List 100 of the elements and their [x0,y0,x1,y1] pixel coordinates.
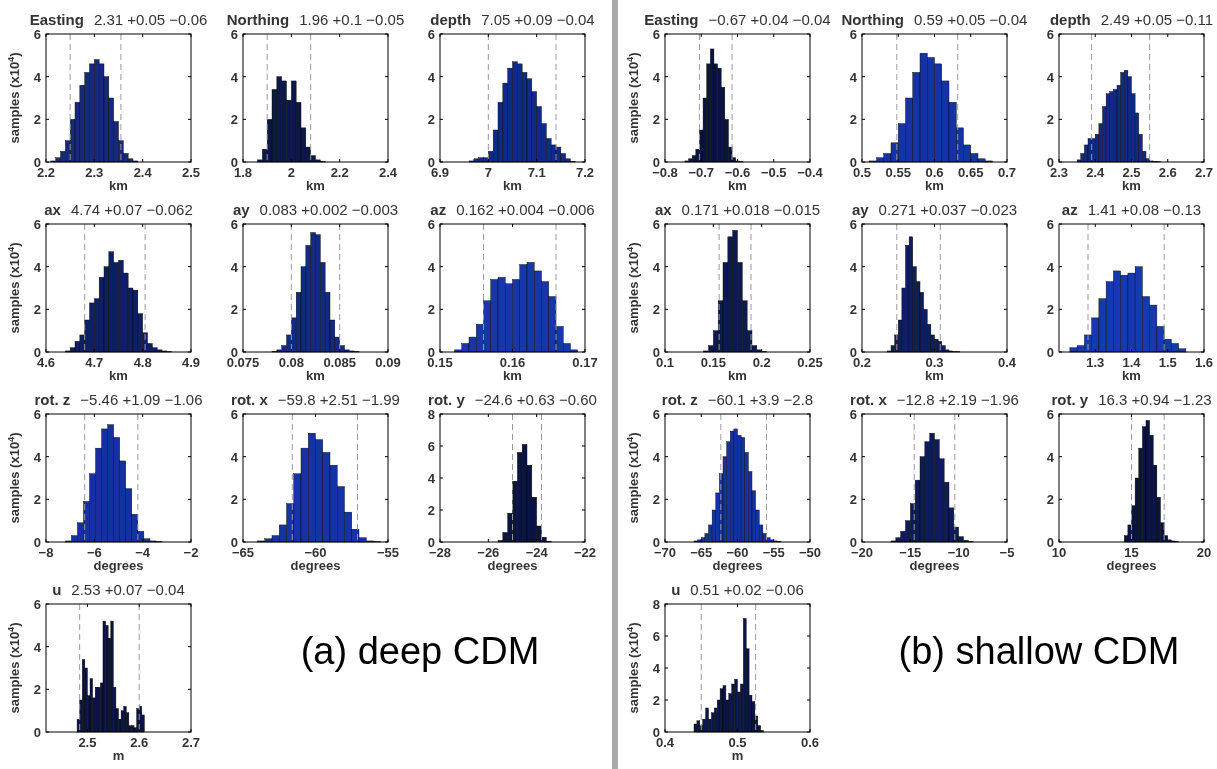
y-tick-label: 2 [230,112,238,128]
x-tick-label: 2 [287,165,295,180]
y-tick-label: 6 [1046,27,1054,42]
y-tick-label: 4 [230,449,239,465]
chart-subtitle: 0.59 +0.05 −0.04 [914,11,1028,28]
y-tick-label: 6 [652,27,660,42]
x-tick-label: 0.08 [278,355,304,370]
y-tick-label: 2 [1046,302,1054,318]
chart-title: u [671,581,681,598]
x-tick-label: 2.6 [130,735,149,750]
y-tick-label: 4 [1046,69,1055,85]
y-tick-label: 2 [1046,492,1054,508]
x-tick-label: 1.5 [1158,355,1177,370]
x-tick-label: 0.3 [925,355,944,370]
chart-title: ax [44,201,62,218]
x-tick-label: −0.4 [797,165,824,180]
y-tick-label: 4 [230,69,239,85]
y-tick-label: 4 [230,259,239,275]
x-axis-title: km [503,368,522,383]
y-tick-label: 2 [849,112,857,128]
x-tick-label: 2.7 [181,735,201,750]
y-tick-label: 4 [33,639,42,655]
chart-subtitle: −0.67 +0.04 −0.04 [708,11,831,28]
x-tick-label: 2.4 [1086,165,1106,180]
y-tick-label: 6 [33,597,41,612]
y-tick-label: 4 [33,259,42,275]
y-tick-label: 6 [849,27,857,42]
y-tick-label: 2 [652,693,660,708]
x-tick-label: 2.5 [1122,165,1141,180]
x-tick-label: 20 [1196,545,1212,560]
chart-subtitle: −5.46 +1.09 −1.06 [80,391,203,408]
x-tick-label: −0.5 [760,165,787,180]
chart-title: Easting [644,11,699,28]
chart-subtitle: 0.51 +0.02 −0.06 [690,581,804,598]
x-tick-label: 15 [1124,545,1139,560]
x-tick-label: 0.6 [800,735,820,750]
x-tick-label: 4.8 [133,355,152,370]
x-tick-label: 0.15 [700,355,726,370]
chart-title: rot. y [428,391,466,408]
x-tick-label: 1.6 [1194,355,1214,370]
x-tick-label: −60 [304,545,327,560]
y-tick-label: 0 [33,725,41,740]
chart-subtitle: 16.3 +0.94 −1.23 [1098,391,1212,408]
x-tick-label: 0.085 [323,355,356,370]
y-tick-label: 4 [1046,449,1055,465]
x-axis-title: km [1122,178,1141,193]
y-tick-label: 0 [33,535,41,550]
x-tick-label: −24 [525,545,549,560]
chart-title: rot. y [1051,391,1089,408]
chart-subtitle: 2.31 +0.05 −0.06 [93,11,208,28]
x-tick-label: 0.6 [925,165,944,180]
y-tick-label: 4 [849,69,858,85]
x-axis-title: km [1122,368,1141,383]
y-tick-label: 4 [1046,259,1055,275]
chart-title: az [1061,201,1078,218]
chart-subtitle: 1.41 +0.08 −0.13 [1087,201,1202,218]
y-tick-label: 4 [849,259,858,275]
y-tick-label: 6 [33,27,41,42]
chart-title: ay [232,201,251,218]
x-tick-label: 0.09 [375,355,401,370]
x-axis-title: km [728,178,747,193]
y-tick-label: 6 [33,217,41,232]
y-tick-label: 2 [230,492,238,508]
x-axis-title: degrees [909,558,960,573]
chart-title: rot. x [231,391,269,408]
x-tick-label: −22 [573,545,597,560]
chart-title: rot. z [34,391,71,408]
x-tick-label: −6 [86,545,102,560]
chart-subtitle: −60.1 +3.9 −2.8 [707,391,814,408]
x-tick-label: 0.25 [797,355,823,370]
y-tick-label: 2 [427,302,435,318]
chart-subtitle: 2.53 +0.07 −0.04 [71,581,185,598]
x-tick-label: 0.4 [997,355,1017,370]
chart-title: u [52,581,62,598]
text: (b) shallow CDM [898,630,1180,672]
x-axis-title: km [306,178,325,193]
y-tick-label: 2 [33,682,41,698]
y-tick-label: 4 [427,471,436,486]
y-tick-label: 2 [33,302,41,318]
x-tick-label: 7.2 [575,165,595,180]
y-tick-label: 2 [33,492,41,508]
x-tick-label: −0.6 [724,165,751,180]
x-tick-label: −55 [376,545,400,560]
y-tick-label: 8 [652,597,660,612]
chart-title: Easting [29,11,84,28]
chart-subtitle: 0.083 +0.002 −0.003 [259,201,399,218]
x-tick-label: 0.55 [885,165,911,180]
y-tick-label: 6 [427,439,435,454]
x-tick-label: 2.3 [85,165,104,180]
x-axis-title: degrees [290,558,341,573]
x-tick-label: 7.1 [527,165,546,180]
y-tick-label: 2 [849,302,857,318]
y-tick-label: 4 [427,259,436,275]
x-tick-label: −50 [798,545,822,560]
chart-title: Northing [226,11,290,28]
y-tick-label: 4 [427,69,436,85]
y-tick-label: 6 [652,217,660,232]
y-tick-label: 2 [427,112,435,128]
x-tick-label: 0.17 [572,355,598,370]
x-tick-label: 2.5 [181,165,201,180]
